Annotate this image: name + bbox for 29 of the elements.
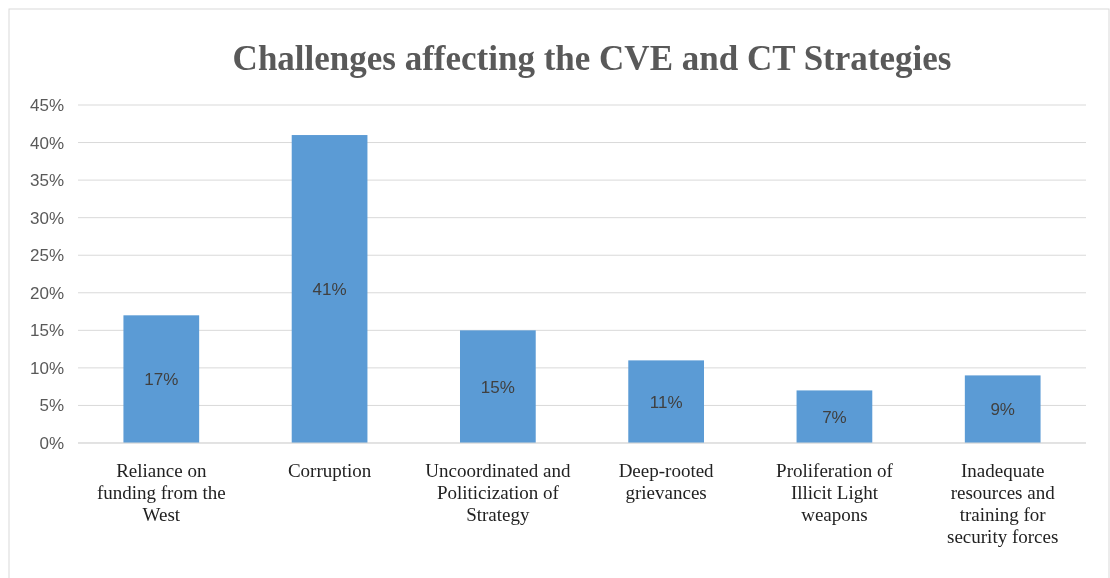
y-tick-label: 45%: [29, 95, 64, 115]
y-tick-label: 25%: [29, 246, 64, 266]
y-tick-label: 30%: [29, 208, 64, 228]
data-label: 11%: [649, 392, 683, 412]
bar: [628, 360, 704, 443]
chart-title: Challenges affecting the CVE and CT Strategies: [232, 39, 952, 78]
data-label: 9%: [990, 400, 1015, 420]
x-tick-label: Reliance on funding from the West: [96, 460, 226, 525]
bar: [123, 315, 200, 443]
y-tick-label: 5%: [39, 396, 64, 416]
y-tick-label: 10%: [29, 358, 64, 378]
y-tick-label: 0%: [39, 433, 64, 453]
y-tick-label: 20%: [29, 283, 64, 303]
bar: [291, 135, 368, 443]
y-tick-label: 40%: [29, 133, 64, 153]
x-tick-label: Uncoordinated and Politicization of Strategy: [425, 460, 571, 525]
y-tick-label: 35%: [29, 171, 64, 191]
x-tick-label: Corruption: [287, 460, 372, 481]
data-label: 7%: [822, 407, 847, 427]
x-tick-label: Deep-rooted grievances: [618, 460, 715, 503]
x-tick-label: Proliferation of Illicit Light weapons: [776, 460, 894, 525]
data-label: 17%: [144, 370, 179, 390]
bar: [964, 375, 1041, 443]
bar: [460, 330, 536, 443]
data-label: 15%: [480, 377, 515, 397]
y-tick-label: 15%: [29, 321, 64, 341]
data-label: 41%: [312, 279, 347, 299]
bar: [796, 390, 873, 443]
x-tick-label: Inadequate resources and training for security forces: [947, 460, 1059, 547]
